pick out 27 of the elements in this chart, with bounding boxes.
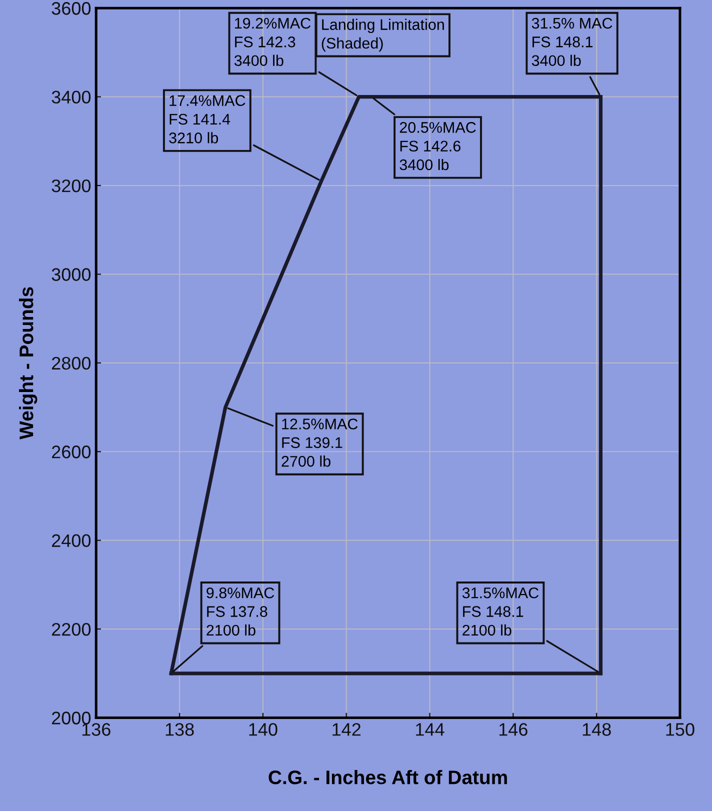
y-tick-label: 2600	[52, 446, 91, 458]
y-tick-label: 2200	[52, 622, 91, 636]
y-tick-label: 2800	[52, 356, 91, 370]
x-tick-label: 136	[82, 723, 110, 736]
x-tick-label: 138	[166, 723, 194, 736]
annotation: 19.2%MAC FS 142.3 3400 lb	[234, 18, 311, 66]
y-tick-label: 2000	[52, 712, 91, 724]
y-tick-label: 2400	[52, 534, 91, 548]
annotation: 31.5% MAC FS 148.1 3400 lb	[532, 18, 612, 66]
y-tick-label: 3400	[52, 90, 91, 104]
x-tick-label: 148	[582, 723, 611, 736]
x-tick-label: 146	[499, 723, 528, 736]
annotation: 17.4%MAC FS 141.4 3210 lb	[169, 95, 246, 144]
x-tick-label: 140	[249, 723, 278, 736]
annotation: 31.5%MAC FS 148.1 2100 lb	[462, 587, 539, 636]
y-tick-label: 3200	[52, 179, 91, 192]
annotation: 20.5%MAC FS 142.6 3400 lb	[400, 122, 476, 170]
x-tick-label: 142	[332, 723, 360, 736]
x-tick-label: 150	[666, 723, 694, 736]
annotation: Landing Limitation (Shaded)	[322, 18, 444, 52]
x-axis-title: C.G. - Inches Aft of Datum	[268, 770, 507, 784]
y-tick-label: 3600	[52, 2, 91, 15]
y-axis-title: Weight - Pounds	[18, 287, 38, 440]
x-tick-label: 144	[416, 723, 444, 736]
annotation: 12.5%MAC FS 139.1 2700 lb	[282, 418, 358, 467]
y-tick-label: 3000	[52, 268, 91, 281]
annotation: 9.8%MAC FS 137.8 2100 lb	[206, 587, 274, 636]
